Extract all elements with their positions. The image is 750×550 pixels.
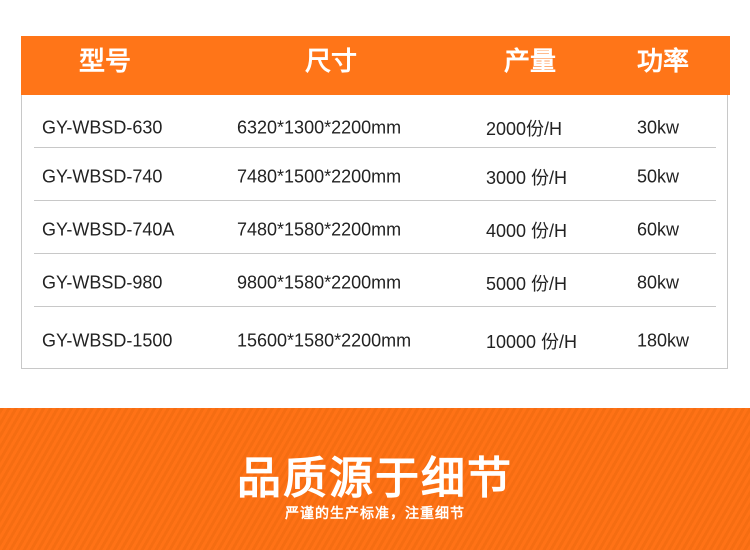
cell-power: 60kw [637, 219, 680, 240]
table-row: GY-WBSD-630 6320*1300*2200mm 2000份/H 30kw [34, 95, 716, 148]
cell-size: 6320*1300*2200mm [237, 117, 402, 138]
table-row: GY-WBSD-1500 15600*1580*2200mm 10000 份/H 18… [34, 306, 716, 369]
cell-output: 2000份/H [486, 119, 563, 139]
header-size: 尺寸 [304, 47, 358, 77]
cell-size: 9800*1580*2200mm [237, 272, 402, 293]
cell-size: 15600*1580*2200mm [237, 330, 412, 351]
cell-model: GY-WBSD-740 [42, 166, 163, 187]
spec-table: 型号 尺寸 产量 功率 GY-WBSD-630 6320*1300*2200mm 2… [21, 36, 730, 369]
header-output: 产量 [503, 47, 557, 77]
table-row: GY-WBSD-980 9800*1580*2200mm 5000 份/H 80kw [34, 253, 716, 307]
cell-power: 50kw [637, 166, 680, 187]
cell-output: 4000 份/H [486, 221, 568, 241]
cell-model: GY-WBSD-630 [42, 117, 163, 138]
banner-subtitle: 严谨的生产标准，注重细节 [285, 506, 465, 522]
cell-power: 80kw [637, 272, 680, 293]
cell-output: 10000 份/H [486, 332, 578, 352]
header-model: 型号 [78, 47, 132, 77]
cell-output: 3000 份/H [486, 168, 568, 188]
table-row: GY-WBSD-740 7480*1500*2200mm 3000 份/H 50kw [34, 147, 716, 201]
cell-power: 30kw [637, 117, 680, 138]
quality-banner: 品质源于细节 严谨的生产标准，注重细节 [0, 408, 750, 550]
cell-power: 180kw [637, 330, 690, 351]
banner-title: 品质源于细节 [237, 453, 513, 504]
table-header: 型号 尺寸 产量 功率 [21, 36, 730, 95]
cell-size: 7480*1580*2200mm [237, 219, 402, 240]
cell-model: GY-WBSD-980 [42, 272, 163, 293]
cell-model: GY-WBSD-740A [42, 219, 175, 240]
header-power: 功率 [636, 47, 690, 77]
cell-size: 7480*1500*2200mm [237, 166, 402, 187]
table-row: GY-WBSD-740A 7480*1580*2200mm 4000 份/H 60kw [34, 200, 716, 254]
cell-model: GY-WBSD-1500 [42, 330, 173, 351]
cell-output: 5000 份/H [486, 274, 568, 294]
